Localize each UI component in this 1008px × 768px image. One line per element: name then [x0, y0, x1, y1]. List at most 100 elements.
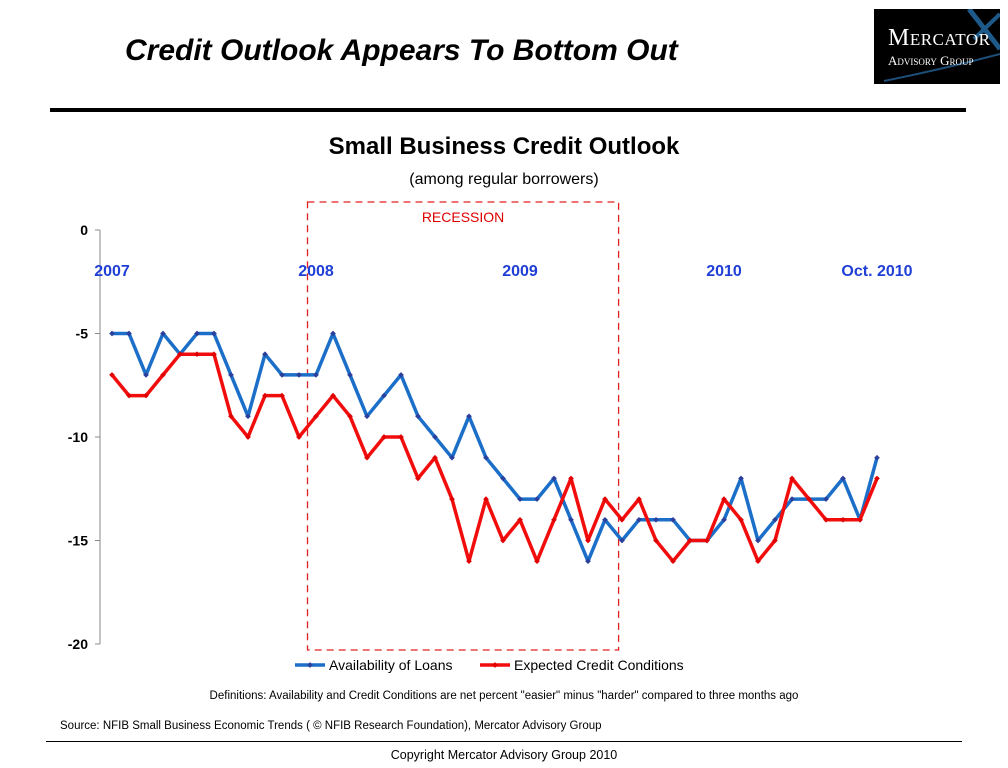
- data-point: [296, 372, 302, 378]
- data-point: [245, 413, 251, 420]
- data-point: [772, 537, 778, 544]
- data-point: [347, 413, 353, 420]
- data-point: [398, 372, 404, 378]
- source-note: Source: NFIB Small Business Economic Tre…: [60, 720, 602, 732]
- y-tick-label: -20: [68, 636, 88, 652]
- data-point: [857, 516, 863, 523]
- data-point: [636, 496, 642, 502]
- data-point: [840, 516, 846, 523]
- data-point: [194, 351, 200, 358]
- data-point: [449, 496, 455, 502]
- data-point: [262, 392, 268, 399]
- y-tick-label: 0: [80, 222, 88, 238]
- data-point: [279, 372, 285, 378]
- data-point: [670, 516, 676, 523]
- data-point: [177, 351, 183, 358]
- data-point: [466, 413, 472, 420]
- legend-marker: [492, 662, 498, 668]
- data-point: [211, 351, 217, 358]
- data-point: [823, 516, 829, 523]
- y-tick-label: -15: [68, 533, 88, 549]
- data-point: [721, 496, 727, 502]
- data-point: [398, 434, 404, 440]
- data-point: [670, 558, 676, 565]
- logo-line2: Advisory Group: [888, 53, 974, 68]
- data-point: [551, 516, 557, 523]
- data-point: [568, 475, 574, 482]
- data-point: [449, 454, 455, 461]
- data-point: [381, 392, 387, 399]
- data-point: [806, 496, 812, 502]
- data-point: [619, 537, 625, 544]
- data-point: [636, 516, 642, 523]
- data-point: [687, 537, 693, 544]
- data-point: [738, 516, 744, 523]
- data-point: [364, 454, 370, 461]
- data-point: [245, 434, 251, 440]
- data-point: [755, 558, 761, 565]
- legend-label: Expected Credit Conditions: [514, 657, 684, 673]
- data-point: [500, 537, 506, 544]
- data-point: [483, 454, 489, 461]
- slide-title: Credit Outlook Appears To Bottom Out: [125, 34, 678, 67]
- data-point: [534, 496, 540, 502]
- x-label: 2007: [94, 263, 130, 280]
- data-point: [755, 537, 761, 544]
- y-tick-label: -10: [68, 429, 88, 445]
- data-point: [126, 392, 132, 399]
- data-point: [262, 351, 268, 358]
- data-point: [228, 372, 234, 378]
- data-point: [534, 558, 540, 565]
- data-point: [789, 475, 795, 482]
- data-point: [194, 330, 200, 337]
- footer-divider: [46, 741, 962, 742]
- data-point: [466, 558, 472, 565]
- legend-label: Availability of Loans: [329, 657, 452, 673]
- data-point: [585, 558, 591, 565]
- title-divider: [50, 108, 966, 112]
- mercator-logo: Mercator Advisory Group: [874, 9, 1000, 84]
- x-label: 2010: [706, 263, 742, 280]
- data-point: [160, 330, 166, 337]
- logo-swoosh-icon: [883, 9, 1000, 82]
- copyright: Copyright Mercator Advisory Group 2010: [390, 748, 618, 762]
- data-point: [517, 516, 523, 523]
- series-line-1: [110, 352, 879, 563]
- data-point: [653, 516, 659, 523]
- data-point: [109, 372, 115, 378]
- chart-subtitle: (among regular borrowers): [409, 171, 599, 188]
- data-point: [789, 496, 795, 502]
- data-point: [738, 475, 744, 482]
- data-point: [330, 392, 336, 399]
- data-point: [619, 516, 625, 523]
- data-point: [874, 454, 880, 461]
- data-point: [126, 330, 132, 337]
- data-point: [109, 330, 115, 337]
- data-point: [602, 496, 608, 502]
- data-point: [228, 413, 234, 420]
- definitions-note: Definitions: Availability and Credit Con…: [209, 690, 799, 702]
- data-point: [704, 537, 710, 544]
- logo-line1: Mercator: [888, 25, 991, 51]
- data-point: [364, 413, 370, 420]
- data-point: [517, 496, 523, 502]
- data-point: [602, 516, 608, 523]
- x-label: Oct. 2010: [841, 263, 912, 280]
- data-point: [483, 496, 489, 502]
- data-point: [551, 475, 557, 482]
- data-point: [500, 475, 506, 482]
- data-point: [296, 434, 302, 440]
- data-point: [160, 372, 166, 378]
- data-point: [415, 475, 421, 482]
- data-point: [432, 454, 438, 461]
- data-point: [568, 516, 574, 523]
- x-label: 2009: [502, 263, 538, 280]
- data-point: [313, 372, 319, 378]
- recession-label: RECESSION: [422, 209, 504, 225]
- data-point: [721, 516, 727, 523]
- data-point: [211, 330, 217, 337]
- data-point: [415, 413, 421, 420]
- legend-marker: [307, 662, 313, 668]
- data-point: [330, 330, 336, 337]
